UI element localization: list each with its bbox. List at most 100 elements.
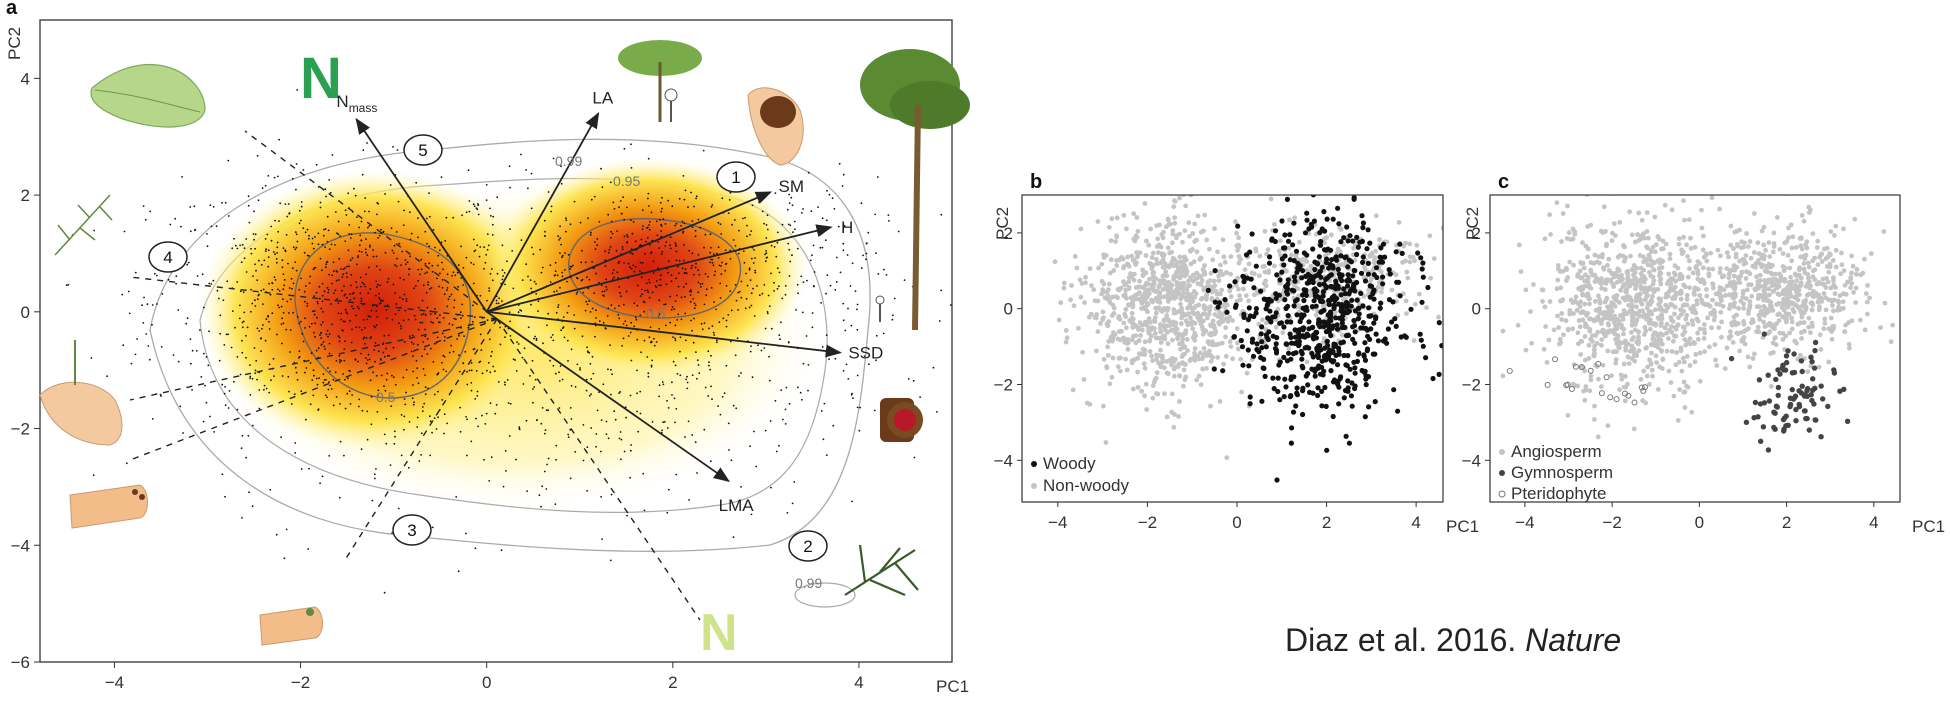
data-point <box>607 307 610 310</box>
angiosperm-point <box>1588 377 1594 383</box>
data-point <box>342 268 345 271</box>
angiosperm-point <box>1585 279 1591 285</box>
woody-point <box>1354 358 1360 364</box>
data-point <box>770 272 772 275</box>
non-woody-point <box>1154 391 1159 396</box>
woody-point <box>1266 329 1272 335</box>
angiosperm-point <box>1644 294 1650 299</box>
angiosperm-point <box>1585 293 1591 298</box>
data-point <box>218 359 221 362</box>
data-point <box>913 456 916 459</box>
data-point <box>295 233 298 236</box>
data-point <box>421 410 424 412</box>
data-point <box>313 267 316 269</box>
non-woody-point <box>1168 288 1173 294</box>
angiosperm-point <box>1681 325 1687 330</box>
data-point <box>245 334 247 337</box>
data-point <box>427 283 429 286</box>
data-point <box>312 310 314 313</box>
non-woody-point <box>1273 324 1279 330</box>
data-point <box>439 321 441 324</box>
non-woody-point <box>1137 290 1142 296</box>
angiosperm-point <box>1700 265 1706 271</box>
data-point <box>375 324 378 327</box>
angiosperm-point <box>1576 318 1582 323</box>
conifer-sprig-icon <box>54 194 113 256</box>
angiosperm-point <box>1598 276 1604 282</box>
data-point <box>635 318 638 321</box>
non-woody-point <box>1292 283 1297 289</box>
woody-point <box>1376 186 1381 191</box>
data-point <box>686 387 689 390</box>
data-point <box>67 283 70 286</box>
data-point <box>778 444 780 447</box>
angiosperm-point <box>1612 304 1618 309</box>
data-point <box>344 378 346 381</box>
angiosperm-point <box>1667 256 1673 262</box>
woody-point <box>1302 307 1308 313</box>
data-point <box>688 290 691 293</box>
non-woody-point <box>1104 365 1110 371</box>
angiosperm-point <box>1647 381 1652 387</box>
woody-point <box>1336 271 1342 277</box>
data-point <box>594 335 596 338</box>
woody-point <box>1320 299 1326 305</box>
data-point <box>754 269 756 272</box>
data-point <box>531 359 534 362</box>
data-point <box>873 409 876 412</box>
data-point <box>407 466 410 469</box>
data-point <box>278 138 280 141</box>
data-point <box>489 207 491 210</box>
data-point <box>258 259 260 262</box>
data-point <box>684 189 687 192</box>
woody-point <box>1365 333 1371 339</box>
data-point <box>530 287 532 290</box>
data-point <box>453 306 455 309</box>
non-woody-point <box>1160 286 1166 292</box>
data-point <box>938 320 941 322</box>
data-point <box>315 349 318 352</box>
non-woody-point <box>1151 379 1157 385</box>
non-woody-point <box>1092 175 1097 180</box>
data-point <box>600 496 602 498</box>
woody-point <box>1344 304 1350 310</box>
non-woody-point <box>1189 319 1195 325</box>
angiosperm-point <box>1543 324 1548 329</box>
data-point <box>812 244 815 247</box>
non-woody-point <box>1217 291 1223 297</box>
non-woody-point <box>1228 294 1234 299</box>
data-point <box>682 259 685 262</box>
non-woody-point <box>1161 365 1167 371</box>
data-point <box>306 254 309 257</box>
data-point <box>386 317 388 320</box>
angiosperm-point <box>1603 315 1609 321</box>
woody-point <box>1261 296 1267 302</box>
data-point <box>465 256 468 259</box>
data-point <box>588 300 590 302</box>
data-point <box>415 359 418 362</box>
non-woody-point <box>1158 340 1164 345</box>
data-point <box>692 298 694 300</box>
data-point <box>634 316 637 319</box>
angiosperm-point <box>1724 345 1730 351</box>
data-point <box>719 223 722 226</box>
non-woody-point <box>1125 346 1131 352</box>
region-number: 1 <box>731 168 740 187</box>
woody-point <box>1285 277 1291 283</box>
non-woody-point <box>1052 259 1058 265</box>
non-woody-point <box>1238 356 1244 362</box>
data-point <box>344 293 347 296</box>
non-woody-point <box>1183 203 1189 209</box>
data-point <box>487 361 490 364</box>
data-point <box>452 216 455 219</box>
angiosperm-point <box>1719 334 1724 340</box>
data-point <box>151 418 154 420</box>
data-point <box>674 421 676 424</box>
woody-point <box>1352 365 1358 371</box>
angiosperm-point <box>1659 246 1664 252</box>
non-woody-point <box>1113 239 1118 244</box>
data-point <box>351 292 354 295</box>
data-point <box>405 391 407 394</box>
woody-point <box>1299 351 1305 357</box>
data-point <box>239 373 242 376</box>
